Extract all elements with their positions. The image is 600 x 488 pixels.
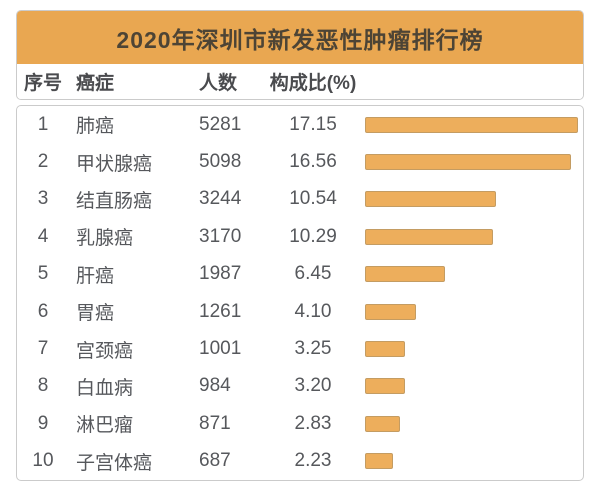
rank-cell: 6 bbox=[37, 300, 49, 322]
column-header-cancer: 癌症 bbox=[76, 73, 115, 94]
rank-cell: 5 bbox=[37, 263, 49, 285]
rank-cell: 9 bbox=[37, 412, 49, 434]
proportion-bar bbox=[365, 453, 393, 470]
rank-cell: 2 bbox=[37, 151, 49, 173]
table-row: 6 胃癌 1261 4.10 bbox=[17, 293, 583, 330]
proportion-bar bbox=[365, 341, 406, 358]
table-row: 10 子宫体癌 687 2.23 bbox=[17, 443, 583, 480]
bar-track bbox=[365, 378, 578, 395]
cancer-name-cell: 胃癌 bbox=[76, 303, 115, 325]
count-cell: 5098 bbox=[199, 151, 242, 173]
proportion-bar bbox=[365, 191, 496, 208]
table-row: 8 白血病 984 3.20 bbox=[17, 368, 583, 405]
ranking-infographic: 2020年深圳市新发恶性肿瘤排行榜 序号 癌症 人数 构成比(%) 1 肺癌 5… bbox=[8, 0, 592, 481]
proportion-bar bbox=[365, 154, 571, 171]
rank-cell: 3 bbox=[37, 188, 49, 210]
table-row: 3 结直肠癌 3244 10.54 bbox=[17, 181, 583, 218]
cancer-name-cell: 肝癌 bbox=[76, 265, 115, 287]
bar-track bbox=[365, 453, 578, 470]
count-cell: 984 bbox=[199, 375, 231, 397]
table-row: 7 宫颈癌 1001 3.25 bbox=[17, 330, 583, 367]
cancer-name-cell: 甲状腺癌 bbox=[76, 153, 153, 175]
proportion-cell: 10.29 bbox=[289, 225, 337, 247]
proportion-bar bbox=[365, 266, 446, 283]
proportion-cell: 17.15 bbox=[289, 113, 337, 135]
cancer-name-cell: 宫颈癌 bbox=[76, 340, 134, 362]
cancer-name-cell: 淋巴瘤 bbox=[76, 415, 134, 437]
rank-cell: 1 bbox=[37, 113, 49, 135]
rank-cell: 8 bbox=[37, 375, 49, 397]
column-header-count: 人数 bbox=[199, 73, 238, 94]
cancer-name-cell: 白血病 bbox=[76, 377, 134, 399]
bar-track bbox=[365, 415, 578, 432]
proportion-bar bbox=[365, 378, 405, 395]
column-header-row: 序号 癌症 人数 构成比(%) bbox=[17, 64, 583, 99]
rank-cell: 10 bbox=[32, 450, 54, 472]
table-row: 9 淋巴瘤 871 2.83 bbox=[17, 405, 583, 442]
count-cell: 1987 bbox=[199, 263, 242, 285]
cancer-name-cell: 子宫体癌 bbox=[76, 452, 153, 474]
proportion-cell: 10.54 bbox=[289, 188, 337, 210]
proportion-cell: 4.10 bbox=[294, 300, 332, 322]
count-cell: 3170 bbox=[199, 225, 242, 247]
header-card: 2020年深圳市新发恶性肿瘤排行榜 序号 癌症 人数 构成比(%) bbox=[16, 10, 584, 100]
proportion-bar bbox=[365, 228, 493, 245]
proportion-bar bbox=[365, 116, 578, 133]
title-banner: 2020年深圳市新发恶性肿瘤排行榜 bbox=[17, 11, 583, 64]
cancer-name-cell: 乳腺癌 bbox=[76, 228, 134, 250]
bar-track bbox=[365, 303, 578, 320]
table-row: 5 肝癌 1987 6.45 bbox=[17, 256, 583, 293]
count-cell: 3244 bbox=[199, 188, 242, 210]
column-header-rank: 序号 bbox=[23, 73, 62, 94]
cancer-name-cell: 结直肠癌 bbox=[76, 190, 153, 212]
proportion-cell: 3.25 bbox=[294, 338, 332, 360]
table-row: 4 乳腺癌 3170 10.29 bbox=[17, 218, 583, 255]
bar-track bbox=[365, 191, 578, 208]
page-title: 2020年深圳市新发恶性肿瘤排行榜 bbox=[116, 26, 484, 53]
ranking-table: 1 肺癌 5281 17.15 2 甲状腺癌 5098 16.56 3 结直肠癌… bbox=[16, 105, 584, 481]
column-header-proportion: 构成比(%) bbox=[269, 73, 357, 94]
count-cell: 5281 bbox=[199, 113, 242, 135]
bar-track bbox=[365, 228, 578, 245]
table-row: 1 肺癌 5281 17.15 bbox=[17, 106, 583, 143]
proportion-bar bbox=[365, 415, 401, 432]
count-cell: 1261 bbox=[199, 300, 242, 322]
rank-cell: 4 bbox=[37, 225, 49, 247]
count-cell: 1001 bbox=[199, 338, 242, 360]
proportion-cell: 2.23 bbox=[294, 450, 332, 472]
proportion-cell: 3.20 bbox=[294, 375, 332, 397]
bar-track bbox=[365, 266, 578, 283]
count-cell: 687 bbox=[199, 450, 231, 472]
rank-cell: 7 bbox=[37, 338, 49, 360]
bar-track bbox=[365, 116, 578, 133]
table-row: 2 甲状腺癌 5098 16.56 bbox=[17, 143, 583, 180]
proportion-cell: 16.56 bbox=[289, 151, 337, 173]
proportion-cell: 2.83 bbox=[294, 412, 332, 434]
bar-track bbox=[365, 154, 578, 171]
proportion-cell: 6.45 bbox=[294, 263, 332, 285]
cancer-name-cell: 肺癌 bbox=[76, 116, 115, 138]
bar-track bbox=[365, 341, 578, 358]
proportion-bar bbox=[365, 303, 416, 320]
count-cell: 871 bbox=[199, 412, 231, 434]
